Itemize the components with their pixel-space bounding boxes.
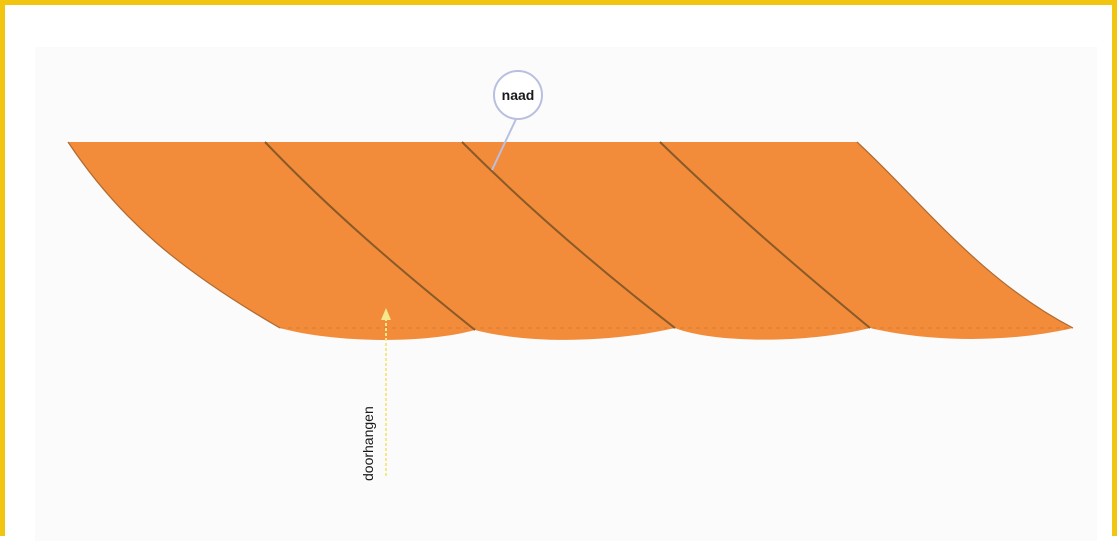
seam-edge-left — [67, 141, 281, 329]
seam-line-3 — [659, 141, 871, 329]
seam-callout-circle — [493, 70, 543, 120]
seam-line-1 — [264, 141, 476, 331]
canopy-fabric — [68, 142, 1073, 340]
seam-edge-right — [856, 141, 1074, 329]
sag-arrow-head — [381, 308, 391, 320]
sag-label: doorhangen — [360, 406, 376, 481]
seam-line-2 — [461, 141, 676, 329]
seam-label: naad — [502, 87, 535, 103]
seam-callout-leader — [491, 116, 518, 171]
